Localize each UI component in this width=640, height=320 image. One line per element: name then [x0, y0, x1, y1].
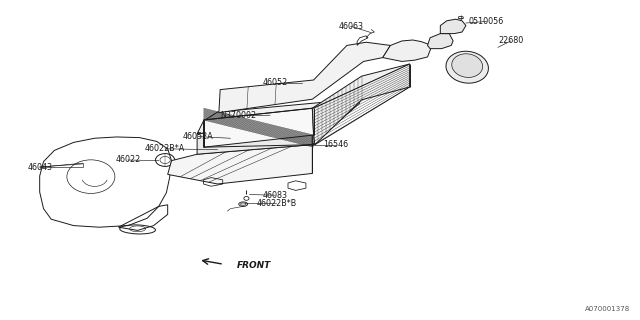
Polygon shape	[312, 79, 360, 145]
Ellipse shape	[225, 148, 236, 152]
Ellipse shape	[446, 51, 488, 83]
Polygon shape	[440, 19, 466, 34]
Polygon shape	[312, 64, 410, 145]
Polygon shape	[219, 42, 390, 113]
Text: 46022B*A: 46022B*A	[145, 144, 185, 153]
Text: A070001378: A070001378	[585, 306, 630, 312]
Text: 46022B*B: 46022B*B	[257, 199, 296, 208]
Text: 46043: 46043	[27, 163, 52, 172]
Text: 46083: 46083	[262, 191, 288, 200]
Text: N370002: N370002	[220, 111, 256, 120]
Polygon shape	[197, 109, 312, 134]
Text: 16546: 16546	[323, 140, 349, 149]
Text: 46052A: 46052A	[183, 132, 214, 141]
Text: 46052: 46052	[262, 78, 288, 87]
Polygon shape	[428, 34, 453, 49]
Polygon shape	[197, 122, 312, 154]
Ellipse shape	[239, 202, 248, 206]
Text: FRONT: FRONT	[237, 261, 271, 270]
Text: 46063: 46063	[338, 22, 364, 31]
Polygon shape	[168, 145, 312, 184]
Polygon shape	[204, 108, 314, 147]
Polygon shape	[383, 40, 432, 61]
Ellipse shape	[452, 54, 483, 77]
Text: 22680: 22680	[498, 36, 524, 45]
Text: 46022: 46022	[115, 156, 141, 164]
Text: 0510056: 0510056	[468, 17, 504, 26]
Polygon shape	[204, 79, 364, 121]
